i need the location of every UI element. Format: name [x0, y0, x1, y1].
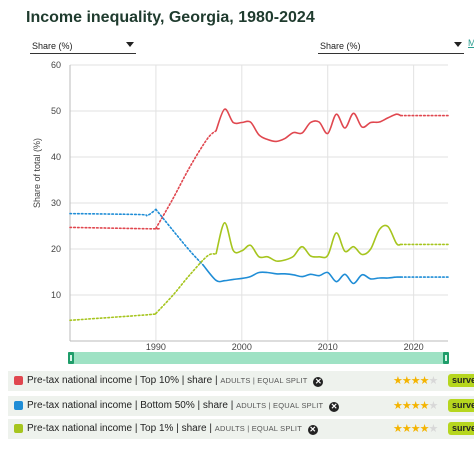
gridlines [70, 64, 448, 341]
chevron-down-icon [126, 42, 134, 47]
legend-label: Pre-tax national income | Bottom 50% | s… [27, 400, 340, 412]
series-estimate-line [69, 208, 157, 217]
range-start-handle[interactable] [68, 352, 74, 364]
legend-tags: ADULTS | EQUAL SPLIT [214, 424, 302, 433]
legend-swatch [14, 401, 23, 410]
series-line [215, 108, 402, 143]
legend-main: Pre-tax national income [27, 400, 133, 411]
series-estimate-line [155, 208, 204, 266]
y-axis-title: Share of total (%) [32, 138, 42, 208]
legend-tags: ADULTS | EQUAL SPLIT [220, 376, 308, 385]
surveys-badge[interactable]: surveys [448, 399, 474, 412]
chart-title: Income inequality, Georgia, 1980-2024 [26, 9, 315, 26]
y-tick-label: 40 [51, 152, 61, 162]
y-tick-label: 10 [51, 290, 61, 300]
rating-stars: ★★★★★ [393, 423, 438, 435]
chevron-down-icon [454, 42, 462, 47]
y-tick-label: 60 [51, 60, 61, 70]
year-range-slider[interactable] [68, 352, 448, 364]
legend-group: Top 1% [140, 423, 174, 434]
legend-label: Pre-tax national income | Top 1% | share… [27, 423, 318, 435]
series-estimate-line [69, 226, 160, 230]
legend-swatch [14, 376, 23, 385]
legend-label: Pre-tax national income | Top 10% | shar… [27, 375, 324, 387]
legend-main: Pre-tax national income [27, 423, 133, 434]
left-select-value: Share (%) [32, 41, 73, 51]
legend-main: Pre-tax national income [27, 375, 133, 386]
legend-group: Bottom 50% [140, 400, 195, 411]
surveys-badge[interactable]: surveys [448, 374, 474, 387]
range-end-handle[interactable] [443, 352, 449, 364]
series-estimate-line [155, 130, 217, 230]
x-tick-label: 2010 [318, 342, 338, 352]
y-tick-label: 20 [51, 244, 61, 254]
right-measure-select[interactable]: Share (%) [318, 40, 464, 54]
legend-row-top1[interactable]: Pre-tax national income | Top 1% | share… [8, 419, 474, 440]
remove-series-icon[interactable]: ✕ [307, 425, 318, 435]
rating-stars: ★★★★★ [393, 375, 438, 387]
x-tick-label: 1990 [146, 342, 166, 352]
legend-row-bottom50[interactable]: Pre-tax national income | Bottom 50% | s… [8, 396, 474, 417]
left-measure-select[interactable]: Share (%) [30, 40, 136, 54]
x-tick-label: 2020 [404, 342, 424, 352]
more-link[interactable]: M [468, 38, 474, 48]
series-line [202, 264, 401, 285]
legend-measure: share [202, 400, 228, 411]
line-chart: 10 20 30 40 50 60 1990 2000 2010 2020 Share of tot… [32, 60, 449, 352]
right-select-value: Share (%) [320, 41, 361, 51]
legend-measure: share [181, 423, 207, 434]
remove-series-icon[interactable]: ✕ [329, 402, 340, 412]
series-estimate-line [155, 253, 217, 315]
y-tick-label: 50 [51, 106, 61, 116]
legend-tags: ADULTS | EQUAL SPLIT [236, 401, 324, 410]
legend-row-top10[interactable]: Pre-tax national income | Top 10% | shar… [8, 371, 474, 392]
series-lines [69, 108, 449, 322]
legend-group: Top 10% [140, 375, 179, 386]
series-line [215, 221, 401, 262]
remove-series-icon[interactable]: ✕ [313, 377, 324, 387]
legend-swatch [14, 424, 23, 433]
surveys-badge[interactable]: surveys [448, 422, 474, 435]
x-tick-label: 2000 [232, 342, 252, 352]
axes: 10 20 30 40 50 60 1990 2000 2010 2020 Share of tot… [32, 60, 448, 352]
legend-measure: share [187, 375, 213, 386]
series-estimate-line [69, 312, 158, 322]
y-tick-label: 30 [51, 198, 61, 208]
rating-stars: ★★★★★ [393, 400, 438, 412]
